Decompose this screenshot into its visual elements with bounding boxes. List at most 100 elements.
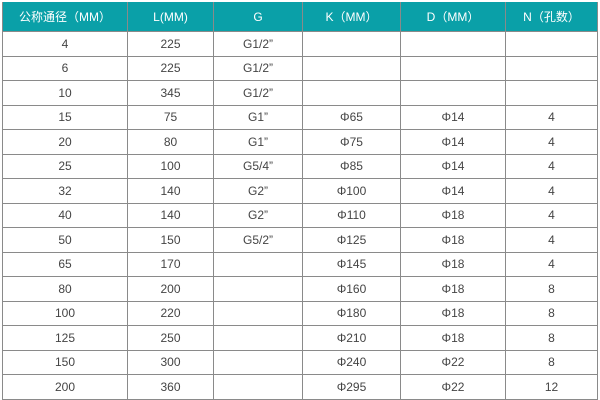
table-cell: 40 [2, 202, 128, 228]
column-header: L(MM) [127, 2, 214, 32]
table-cell: 225 [127, 55, 214, 81]
table-row: 150 300 Φ240 Φ22 8 [2, 349, 598, 375]
table-cell: Φ18 [400, 227, 506, 253]
table-cell: Φ22 [400, 349, 506, 375]
table-cell: Φ100 [302, 178, 401, 204]
table-row: 200 360 Φ295 Φ22 12 [2, 374, 598, 400]
column-header: G [213, 2, 303, 32]
table-cell [302, 80, 401, 106]
table-row: 10 345 G1/2” [2, 80, 598, 106]
table-row: 6 225 G1/2” [2, 55, 598, 81]
table-cell: 4 [505, 227, 598, 253]
column-header: K（MM） [302, 2, 401, 32]
table-cell [213, 374, 303, 400]
table-cell: 125 [2, 325, 128, 351]
table-row: 15 75 G1” Φ65 Φ14 4 [2, 104, 598, 130]
table-cell: 4 [505, 104, 598, 130]
table-cell: 4 [505, 129, 598, 155]
table-cell: 140 [127, 178, 214, 204]
table-cell: 8 [505, 300, 598, 326]
table-cell [213, 349, 303, 375]
table-cell: 150 [127, 227, 214, 253]
table-cell: G1” [213, 129, 303, 155]
table-cell: G1” [213, 104, 303, 130]
table-cell: 80 [2, 276, 128, 302]
table-cell: Φ18 [400, 300, 506, 326]
table-row: 4 225 G1/2” [2, 31, 598, 57]
table-cell [505, 31, 598, 57]
table-cell: 200 [2, 374, 128, 400]
table-cell: Φ14 [400, 104, 506, 130]
table-cell: G2” [213, 202, 303, 228]
table-cell: 200 [127, 276, 214, 302]
table-row: 80 200 Φ160 Φ18 8 [2, 276, 598, 302]
table-cell: 6 [2, 55, 128, 81]
table-cell [213, 300, 303, 326]
table-cell: Φ145 [302, 251, 401, 277]
table-row: 40 140 G2” Φ110 Φ18 4 [2, 202, 598, 228]
table-cell: Φ160 [302, 276, 401, 302]
table-cell: 65 [2, 251, 128, 277]
table-row: 25 100 G5/4” Φ85 Φ14 4 [2, 153, 598, 179]
table-cell: 50 [2, 227, 128, 253]
table-cell [505, 80, 598, 106]
table-cell: Φ14 [400, 153, 506, 179]
table-cell: G5/4” [213, 153, 303, 179]
table-cell: 80 [127, 129, 214, 155]
table-row: 125 250 Φ210 Φ18 8 [2, 325, 598, 351]
table-cell: 250 [127, 325, 214, 351]
table-cell: 4 [505, 178, 598, 204]
table-cell: 15 [2, 104, 128, 130]
table-cell [302, 55, 401, 81]
table-cell: Φ14 [400, 129, 506, 155]
table-cell [400, 55, 506, 81]
table-cell: 4 [505, 153, 598, 179]
table-cell: Φ65 [302, 104, 401, 130]
table-cell [400, 31, 506, 57]
table-row: 32 140 G2” Φ100 Φ14 4 [2, 178, 598, 204]
table-cell: 8 [505, 325, 598, 351]
table-cell: 100 [2, 300, 128, 326]
table-cell: Φ18 [400, 202, 506, 228]
table-cell: Φ18 [400, 276, 506, 302]
column-header: 公称通径（MM） [2, 2, 128, 32]
column-header: N（孔数） [505, 2, 598, 32]
table-row: 50 150 G5/2” Φ125 Φ18 4 [2, 227, 598, 253]
table-cell: 4 [505, 202, 598, 228]
table-cell: 150 [2, 349, 128, 375]
table-cell: 12 [505, 374, 598, 400]
table-cell [213, 325, 303, 351]
table-cell [213, 276, 303, 302]
table-cell: Φ295 [302, 374, 401, 400]
table-cell: Φ18 [400, 251, 506, 277]
table-cell: 32 [2, 178, 128, 204]
table-cell: 4 [505, 251, 598, 277]
table-cell: G1/2” [213, 31, 303, 57]
table-cell: G1/2” [213, 80, 303, 106]
table-cell: Φ240 [302, 349, 401, 375]
table-cell: Φ22 [400, 374, 506, 400]
table-cell: 4 [2, 31, 128, 57]
table-cell [302, 31, 401, 57]
table-row: 100 220 Φ180 Φ18 8 [2, 300, 598, 326]
table-cell: Φ210 [302, 325, 401, 351]
table-cell: 360 [127, 374, 214, 400]
table-cell: Φ180 [302, 300, 401, 326]
table-cell [505, 55, 598, 81]
table-cell: 345 [127, 80, 214, 106]
table-cell: Φ14 [400, 178, 506, 204]
table-cell: 25 [2, 153, 128, 179]
table-cell [213, 251, 303, 277]
table-cell: 8 [505, 276, 598, 302]
table-cell: Φ18 [400, 325, 506, 351]
table-cell: 220 [127, 300, 214, 326]
table-cell: 170 [127, 251, 214, 277]
table-cell [400, 80, 506, 106]
table-cell: G5/2” [213, 227, 303, 253]
table-row: 65 170 Φ145 Φ18 4 [2, 251, 598, 277]
table-cell: Φ125 [302, 227, 401, 253]
table-cell: Φ85 [302, 153, 401, 179]
table-cell: 10 [2, 80, 128, 106]
column-header: D（MM） [400, 2, 506, 32]
